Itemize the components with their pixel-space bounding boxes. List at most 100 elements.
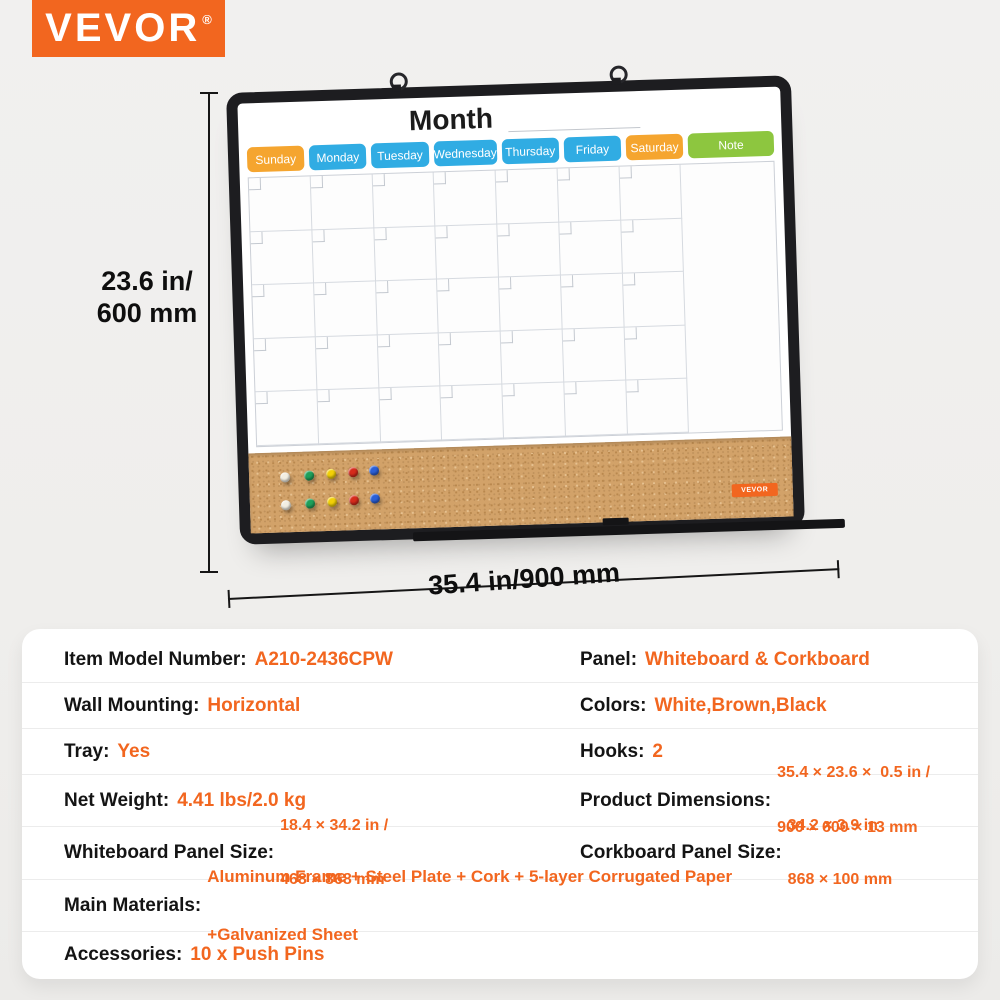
spec-value-line1: Aluminum Frame + Steel Plate + Cork + 5-… xyxy=(207,867,733,887)
calendar-day-cell xyxy=(248,176,313,232)
push-pin-yellow xyxy=(325,468,337,480)
spec-row-accessories: Accessories: 10 x Push Pins xyxy=(22,932,978,978)
spec-value-line2: +Galvanized Sheet xyxy=(207,924,358,944)
day-tab-tuesday: Tuesday xyxy=(371,141,429,169)
calendar-day-cell xyxy=(373,226,438,282)
spec-label: Product Dimensions: xyxy=(580,789,772,811)
spec-value: 18.4 × 34.2 in / 468 × 868 mm xyxy=(280,781,388,926)
spec-value-line1: 18.4 × 34.2 in / xyxy=(280,816,389,834)
spec-label: Corkboard Panel Size: xyxy=(580,842,782,863)
calendar-month-title: Month xyxy=(408,102,494,137)
spec-row-materials: Main Materials: Aluminum Frame + Steel P… xyxy=(22,867,978,944)
calendar-day-cell xyxy=(560,273,625,330)
spec-net-weight: Net Weight: 4.41 lbs/2.0 kg xyxy=(64,790,580,812)
calendar-day-cell xyxy=(315,335,379,391)
spec-label: Tray: xyxy=(64,740,110,762)
spec-corkboard-panel-size: Corkboard Panel Size: 34.2 × 3.9 in 868 … xyxy=(580,781,936,926)
spec-label: Net Weight: xyxy=(64,789,170,811)
board-surface: Month Sunday Monday Tuesday Wednesday Th… xyxy=(237,87,794,534)
spec-main-materials: Main Materials: Aluminum Frame + Steel P… xyxy=(64,829,732,981)
day-tab-wednesday: Wednesday xyxy=(433,139,498,167)
calendar-day-cell xyxy=(562,327,626,383)
calendar-day-cell xyxy=(435,224,500,280)
spec-tray: Tray: Yes xyxy=(64,741,580,763)
calendar-day-cell xyxy=(502,382,566,439)
spec-label: Accessories: xyxy=(64,944,183,965)
spec-label: Item Model Number: xyxy=(64,649,247,670)
push-pin-white xyxy=(280,500,292,511)
calendar-day-cell xyxy=(437,277,501,334)
spec-value: 10 x Push Pins xyxy=(190,944,325,965)
corkboard-strip: VEVOR xyxy=(248,436,794,534)
spec-panel: Item Model Number: A210-2436CPW Panel: W… xyxy=(22,629,978,979)
calendar-day-cell xyxy=(375,279,439,336)
calendar-day-cell xyxy=(255,390,319,447)
calendar-grid xyxy=(247,160,783,448)
calendar-day-cell xyxy=(433,170,498,227)
spec-value: A210-2436CPW xyxy=(254,649,393,670)
spec-value: White,Brown,Black xyxy=(654,694,827,716)
day-tab-thursday: Thursday xyxy=(501,137,560,165)
day-tab-sunday: Sunday xyxy=(246,145,305,173)
spec-value-line2: 868 × 100 mm xyxy=(787,871,893,889)
calendar-day-cell xyxy=(313,281,378,338)
mounting-hook-icon xyxy=(608,65,624,84)
spec-row-mounting-colors: Wall Mounting: Horizontal Colors: White,… xyxy=(22,683,978,729)
calendar-day-cell xyxy=(253,337,318,393)
push-pin-green xyxy=(303,470,315,481)
calendar-day-cell xyxy=(317,388,381,445)
calendar-day-cell xyxy=(559,220,623,276)
push-pin-red xyxy=(347,467,359,478)
spec-value: 35.4 × 23.6 × 0.5 in / 900 × 600 × 13 mm xyxy=(777,728,930,873)
spec-label: Hooks: xyxy=(580,740,645,762)
spec-row-model-panel: Item Model Number: A210-2436CPW Panel: W… xyxy=(22,638,978,683)
calendar-day-cell xyxy=(622,271,686,328)
vevor-mini-label: VEVOR xyxy=(731,482,778,498)
day-tab-friday: Friday xyxy=(563,135,622,163)
day-tab-monday: Monday xyxy=(308,143,367,171)
calendar-day-cell xyxy=(310,174,374,230)
push-pin-white xyxy=(279,472,291,483)
calendar-day-cell xyxy=(312,228,376,284)
calendar-day-cell xyxy=(372,172,436,229)
spec-row-tray-hooks: Tray: Yes Hooks: 2 xyxy=(22,729,978,775)
spec-value: Whiteboard & Corkboard xyxy=(645,649,870,670)
spec-item-model-number: Item Model Number: A210-2436CPW xyxy=(64,649,580,671)
calendar-day-cell xyxy=(250,229,314,286)
mounting-hook-icon xyxy=(388,72,404,91)
calendar-day-cell xyxy=(438,331,503,387)
height-dimension-line xyxy=(200,92,218,573)
calendar-note-column xyxy=(681,162,782,433)
calendar-day-cell xyxy=(377,333,441,389)
spec-label: Wall Mounting: xyxy=(64,694,200,716)
calendar-day-cell xyxy=(625,379,690,435)
spec-value: 4.41 lbs/2.0 kg xyxy=(177,789,307,811)
calendar-day-cell xyxy=(620,218,685,274)
push-pin-blue xyxy=(369,493,381,504)
spec-value-line1: 34.2 × 3.9 in xyxy=(787,816,878,834)
spec-value: 2 xyxy=(652,740,663,762)
tray-clip xyxy=(602,517,629,526)
push-pin-red xyxy=(348,495,360,506)
spec-product-dimensions: Product Dimensions: 35.4 × 23.6 × 0.5 in… xyxy=(580,728,936,873)
calendar-day-cell xyxy=(495,168,560,225)
spec-accessories: Accessories: 10 x Push Pins xyxy=(64,944,324,966)
calendar-day-cell xyxy=(624,325,688,381)
spec-label: Whiteboard Panel Size: xyxy=(64,842,275,863)
spec-value: Yes xyxy=(117,740,151,762)
vevor-logo: VEVOR ® xyxy=(32,0,225,57)
spec-hooks: Hooks: 2 xyxy=(580,741,936,763)
day-tab-saturday: Saturday xyxy=(625,133,684,161)
calendar-day-cell xyxy=(252,283,316,340)
spec-panel-type: Panel: Whiteboard & Corkboard xyxy=(580,649,936,671)
spec-value-line1: 35.4 × 23.6 × 0.5 in / xyxy=(777,764,931,782)
push-pin-green xyxy=(304,498,316,509)
height-mm: 600 mm xyxy=(96,297,198,328)
spec-whiteboard-panel-size: Whiteboard Panel Size: 18.4 × 34.2 in / … xyxy=(64,781,580,926)
whiteboard-panel: Month Sunday Monday Tuesday Wednesday Th… xyxy=(237,87,791,454)
spec-value: Horizontal xyxy=(207,694,301,716)
push-pin-blue xyxy=(368,465,380,476)
registered-trademark-icon: ® xyxy=(202,12,212,27)
spec-value-line2: 468 × 868 mm xyxy=(280,871,385,889)
calendar-day-cell xyxy=(497,222,561,278)
